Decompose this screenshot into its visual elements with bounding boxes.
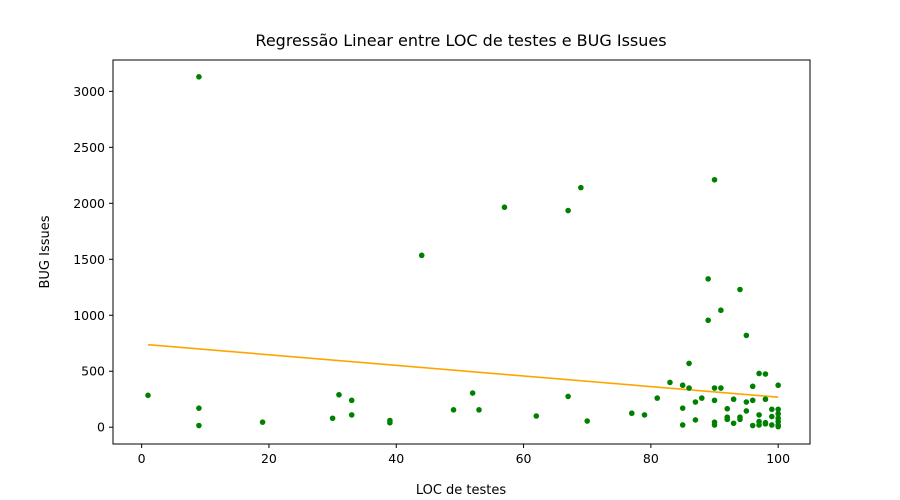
data-point — [692, 417, 699, 423]
data-point — [711, 397, 718, 404]
data-point — [737, 286, 743, 293]
data-point — [775, 410, 781, 417]
data-point — [565, 393, 571, 400]
y-axis-label: BUG Issues — [38, 215, 53, 288]
data-point — [730, 396, 737, 403]
data-point — [705, 276, 711, 282]
data-point — [756, 412, 762, 418]
data-point — [686, 360, 692, 367]
y-tick-label: 2000 — [73, 196, 105, 211]
x-tick-label: 60 — [516, 451, 532, 466]
data-point — [743, 332, 750, 339]
x-axis: 0 20 40 60 80 100 — [138, 444, 790, 466]
data-point — [769, 413, 775, 420]
y-tick-label: 1000 — [73, 308, 105, 323]
x-tick-label: 40 — [388, 451, 404, 466]
y-tick-label: 3000 — [73, 84, 105, 99]
data-point — [775, 382, 781, 389]
data-point — [762, 371, 769, 377]
x-tick-label: 100 — [766, 451, 790, 466]
data-point — [387, 419, 393, 426]
regression-layer — [147, 343, 779, 399]
data-point — [196, 405, 202, 411]
data-point — [705, 317, 711, 324]
data-point — [762, 421, 769, 427]
chart-title: Regressão Linear entre LOC de testes e B… — [255, 31, 666, 50]
data-point — [667, 379, 673, 386]
data-point — [743, 399, 750, 405]
data-point — [348, 412, 355, 418]
data-point — [749, 422, 756, 429]
data-point — [762, 396, 769, 403]
data-point — [698, 395, 705, 401]
y-tick-label: 1500 — [73, 252, 105, 267]
data-point — [730, 420, 737, 427]
data-point — [501, 204, 508, 211]
data-point — [196, 422, 202, 429]
data-point — [679, 422, 686, 428]
regression-line — [147, 343, 779, 399]
data-point — [259, 419, 266, 425]
data-point — [679, 382, 686, 389]
data-point — [329, 415, 336, 422]
x-axis-label: LOC de testes — [416, 483, 507, 498]
data-point — [476, 407, 482, 413]
data-point — [711, 176, 718, 183]
data-point — [718, 385, 724, 391]
data-point — [686, 385, 692, 391]
x-tick-label: 80 — [643, 451, 659, 466]
data-point — [450, 407, 457, 413]
data-point — [679, 405, 686, 411]
data-point — [775, 406, 781, 413]
data-point — [584, 418, 591, 424]
data-point — [724, 416, 731, 423]
data-point — [743, 408, 750, 414]
data-point — [724, 405, 731, 412]
y-tick-label: 2500 — [73, 140, 105, 155]
data-point — [565, 207, 571, 214]
data-point — [769, 406, 775, 413]
data-point — [348, 397, 355, 404]
data-point — [654, 395, 661, 401]
plot-area-frame — [112, 59, 811, 445]
data-point — [737, 416, 743, 423]
data-point — [533, 413, 540, 419]
y-axis: 0 500 1000 1500 2000 2500 3000 — [73, 84, 113, 435]
data-point — [749, 397, 756, 404]
data-point — [711, 385, 718, 391]
data-point — [711, 422, 718, 428]
data-point — [749, 383, 756, 390]
data-point — [692, 399, 699, 405]
x-tick-label: 0 — [138, 451, 146, 466]
data-point — [418, 252, 425, 259]
data-point — [756, 370, 762, 377]
x-tick-label: 20 — [261, 451, 277, 466]
data-point — [336, 391, 342, 398]
y-tick-label: 0 — [97, 420, 105, 435]
data-point — [769, 422, 775, 428]
data-point — [756, 422, 762, 428]
data-point — [145, 392, 151, 399]
data-point — [196, 73, 202, 80]
y-tick-label: 500 — [81, 364, 105, 379]
data-point — [628, 410, 635, 417]
data-point — [578, 184, 584, 191]
data-point — [775, 423, 781, 430]
data-point — [641, 412, 648, 418]
data-point — [469, 390, 476, 396]
points-layer — [145, 73, 781, 430]
data-point — [718, 307, 724, 314]
